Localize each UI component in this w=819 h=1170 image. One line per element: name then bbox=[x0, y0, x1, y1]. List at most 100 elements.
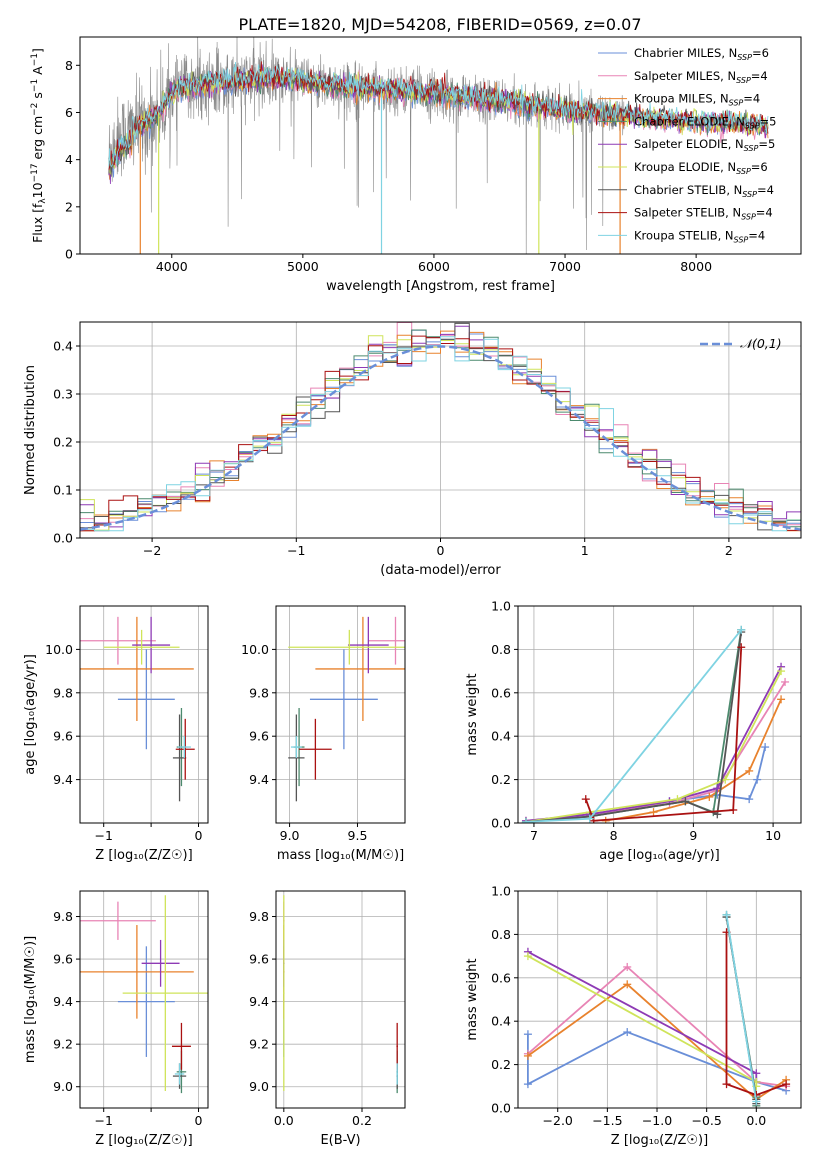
y-tick-label: 0 bbox=[65, 247, 73, 262]
y-tick-label: 4 bbox=[65, 152, 73, 167]
x-tick-label: −1.5 bbox=[592, 1113, 622, 1128]
axes: −2.0 −1.5 −1.0 −0.5 0.0 0.0 0.2 0.4 0.6 0.8 1.0 Z [… bbox=[465, 884, 802, 1148]
x-axis-label: E(B-V) bbox=[320, 1133, 360, 1148]
histogram-steps bbox=[80, 336, 801, 532]
weight-line bbox=[525, 681, 786, 822]
axes: −1 0 9.0 9.2 9.4 9.6 9.8 Z [log₁₀(Z/Z☉)] mass [l… bbox=[23, 890, 209, 1148]
x-tick-label: −2.0 bbox=[543, 1113, 573, 1128]
y-axis-label-part: −1 bbox=[30, 79, 40, 92]
y-axis-label-part: λ bbox=[38, 198, 48, 204]
plot-area bbox=[521, 625, 790, 823]
y-tick-label: 1.0 bbox=[491, 884, 511, 899]
axes-frame bbox=[517, 605, 802, 824]
x-axis-label: age [log₁₀(age/yr)] bbox=[599, 848, 720, 863]
legend-name: Salpeter MILES, N bbox=[634, 69, 736, 83]
x-tick-label: −1 bbox=[94, 1113, 112, 1128]
y-tick-label: 9.6 bbox=[53, 952, 73, 967]
legend-name: Chabrier ELODIE, N bbox=[634, 114, 745, 128]
y-tick-label: 0.6 bbox=[491, 685, 511, 700]
y-tick-label: 2 bbox=[65, 199, 73, 214]
y-tick-label: 9.0 bbox=[53, 1079, 73, 1094]
legend-label: Chabrier STELIB, NSSP=4 bbox=[634, 183, 774, 199]
x-tick-label: 10 bbox=[765, 828, 781, 843]
y-tick-label: 9.6 bbox=[53, 729, 73, 744]
plot-area bbox=[288, 616, 405, 802]
legend-label: Kroupa ELODIE, NSSP=6 bbox=[634, 160, 768, 176]
x-axis-label: Z [log₁₀(Z/Z☉)] bbox=[95, 848, 192, 863]
x-tick-label: 8000 bbox=[680, 259, 712, 274]
model-spectrum-line bbox=[108, 61, 769, 168]
y-tick-label: 6 bbox=[65, 105, 73, 120]
y-tick-label: 0.0 bbox=[53, 531, 73, 546]
legend-count: =4 bbox=[743, 92, 760, 106]
x-tick-label: 0.2 bbox=[352, 1113, 372, 1128]
y-tick-label: 9.2 bbox=[249, 1037, 269, 1052]
plot-area bbox=[283, 895, 398, 1094]
legend-sub: SSP bbox=[741, 213, 756, 222]
x-tick-label: −2 bbox=[143, 543, 161, 558]
x-tick-label: 9 bbox=[689, 828, 697, 843]
legend-count: =4 bbox=[756, 206, 773, 220]
y-axis-label-part: s bbox=[30, 92, 45, 103]
residual-histogram-panel: −2 −1 0 1 2 0.0 0.1 0.2 0.3 0.4 (data-model)/error… bbox=[23, 321, 802, 578]
x-tick-label: 1 bbox=[581, 543, 589, 558]
y-tick-label: 9.6 bbox=[249, 952, 269, 967]
y-tick-label: 10.0 bbox=[45, 642, 73, 657]
y-tick-label: 0.0 bbox=[491, 1101, 511, 1116]
axes-frame bbox=[79, 36, 802, 255]
x-tick-label: 9.5 bbox=[348, 828, 368, 843]
legend-count: =5 bbox=[760, 114, 777, 128]
legend-sub: SSP bbox=[737, 53, 752, 62]
y-axis-label: Normed distribution bbox=[23, 365, 38, 495]
y-tick-label: 0.6 bbox=[491, 970, 511, 985]
y-tick-label: 9.8 bbox=[249, 909, 269, 924]
axes: 7 8 9 10 0.0 0.2 0.4 0.6 0.8 1.0 age [log₁₀(age/yr… bbox=[465, 599, 802, 863]
legend-name: Kroupa STELIB, N bbox=[634, 228, 734, 242]
legend-label: Salpeter MILES, NSSP=4 bbox=[634, 69, 768, 85]
y-tick-label: 9.2 bbox=[53, 1037, 73, 1052]
legend-name: Chabrier STELIB, N bbox=[634, 183, 742, 197]
x-tick-label: 0 bbox=[195, 828, 203, 843]
y-tick-label: 9.4 bbox=[249, 772, 269, 787]
y-tick-label: 9.4 bbox=[53, 994, 73, 1009]
axes: 0.0 0.2 9.0 9.2 9.4 9.6 9.8 E(B-V) bbox=[249, 890, 406, 1148]
legend-label: Chabrier ELODIE, NSSP=5 bbox=[634, 114, 776, 130]
weight-line bbox=[527, 965, 787, 1088]
x-tick-label: 0.0 bbox=[274, 1113, 294, 1128]
legend-sub: SSP bbox=[745, 121, 760, 130]
plot-area bbox=[80, 616, 195, 802]
y-tick-label: 1.0 bbox=[491, 599, 511, 614]
legend-label: Kroupa MILES, NSSP=4 bbox=[634, 92, 760, 108]
y-tick-label: 0.1 bbox=[53, 483, 73, 498]
mass-vs-metallicity-panel: −1 0 9.0 9.2 9.4 9.6 9.8 Z [log₁₀(Z/Z☉)] mass [l… bbox=[23, 890, 209, 1148]
legend-name: Kroupa ELODIE, N bbox=[634, 160, 736, 174]
y-tick-label: 9.8 bbox=[53, 685, 73, 700]
legend-name: Salpeter ELODIE, N bbox=[634, 137, 744, 151]
legend-label: Kroupa STELIB, NSSP=4 bbox=[634, 228, 765, 244]
legend-sub: SSP bbox=[734, 235, 749, 244]
axes: −2 −1 0 1 2 0.0 0.1 0.2 0.3 0.4 (data-model)/error… bbox=[23, 321, 802, 578]
x-tick-label: 0.0 bbox=[746, 1113, 766, 1128]
legend-name: Kroupa MILES, N bbox=[634, 92, 729, 106]
plot-area bbox=[108, 37, 769, 254]
x-tick-label: −1 bbox=[94, 828, 112, 843]
plot-area bbox=[523, 910, 791, 1108]
y-axis-label-part: 10 bbox=[30, 182, 45, 198]
weight-vs-age-panel: 7 8 9 10 0.0 0.2 0.4 0.6 0.8 1.0 age [log₁₀(age/yr… bbox=[465, 599, 802, 863]
axes: −1 0 9.4 9.6 9.8 10.0 Z [log₁₀(Z/Z☉)] age [log₁… bbox=[23, 605, 209, 863]
x-tick-label: −0.5 bbox=[691, 1113, 721, 1128]
y-axis-label-part: −2 bbox=[30, 103, 40, 116]
x-tick-label: 4000 bbox=[156, 259, 188, 274]
plot-area bbox=[80, 895, 208, 1094]
y-tick-label: 0.8 bbox=[491, 642, 511, 657]
legend-count: =6 bbox=[751, 160, 768, 174]
y-axis-label-part: −1 bbox=[30, 53, 40, 66]
x-tick-label: 9.0 bbox=[280, 828, 300, 843]
weight-line bbox=[525, 670, 782, 823]
y-tick-label: 0.4 bbox=[491, 729, 511, 744]
weight-line bbox=[584, 647, 743, 822]
legend-count: =6 bbox=[752, 46, 769, 60]
legend-label: Chabrier MILES, NSSP=6 bbox=[634, 46, 769, 62]
x-tick-label: 7000 bbox=[549, 259, 581, 274]
